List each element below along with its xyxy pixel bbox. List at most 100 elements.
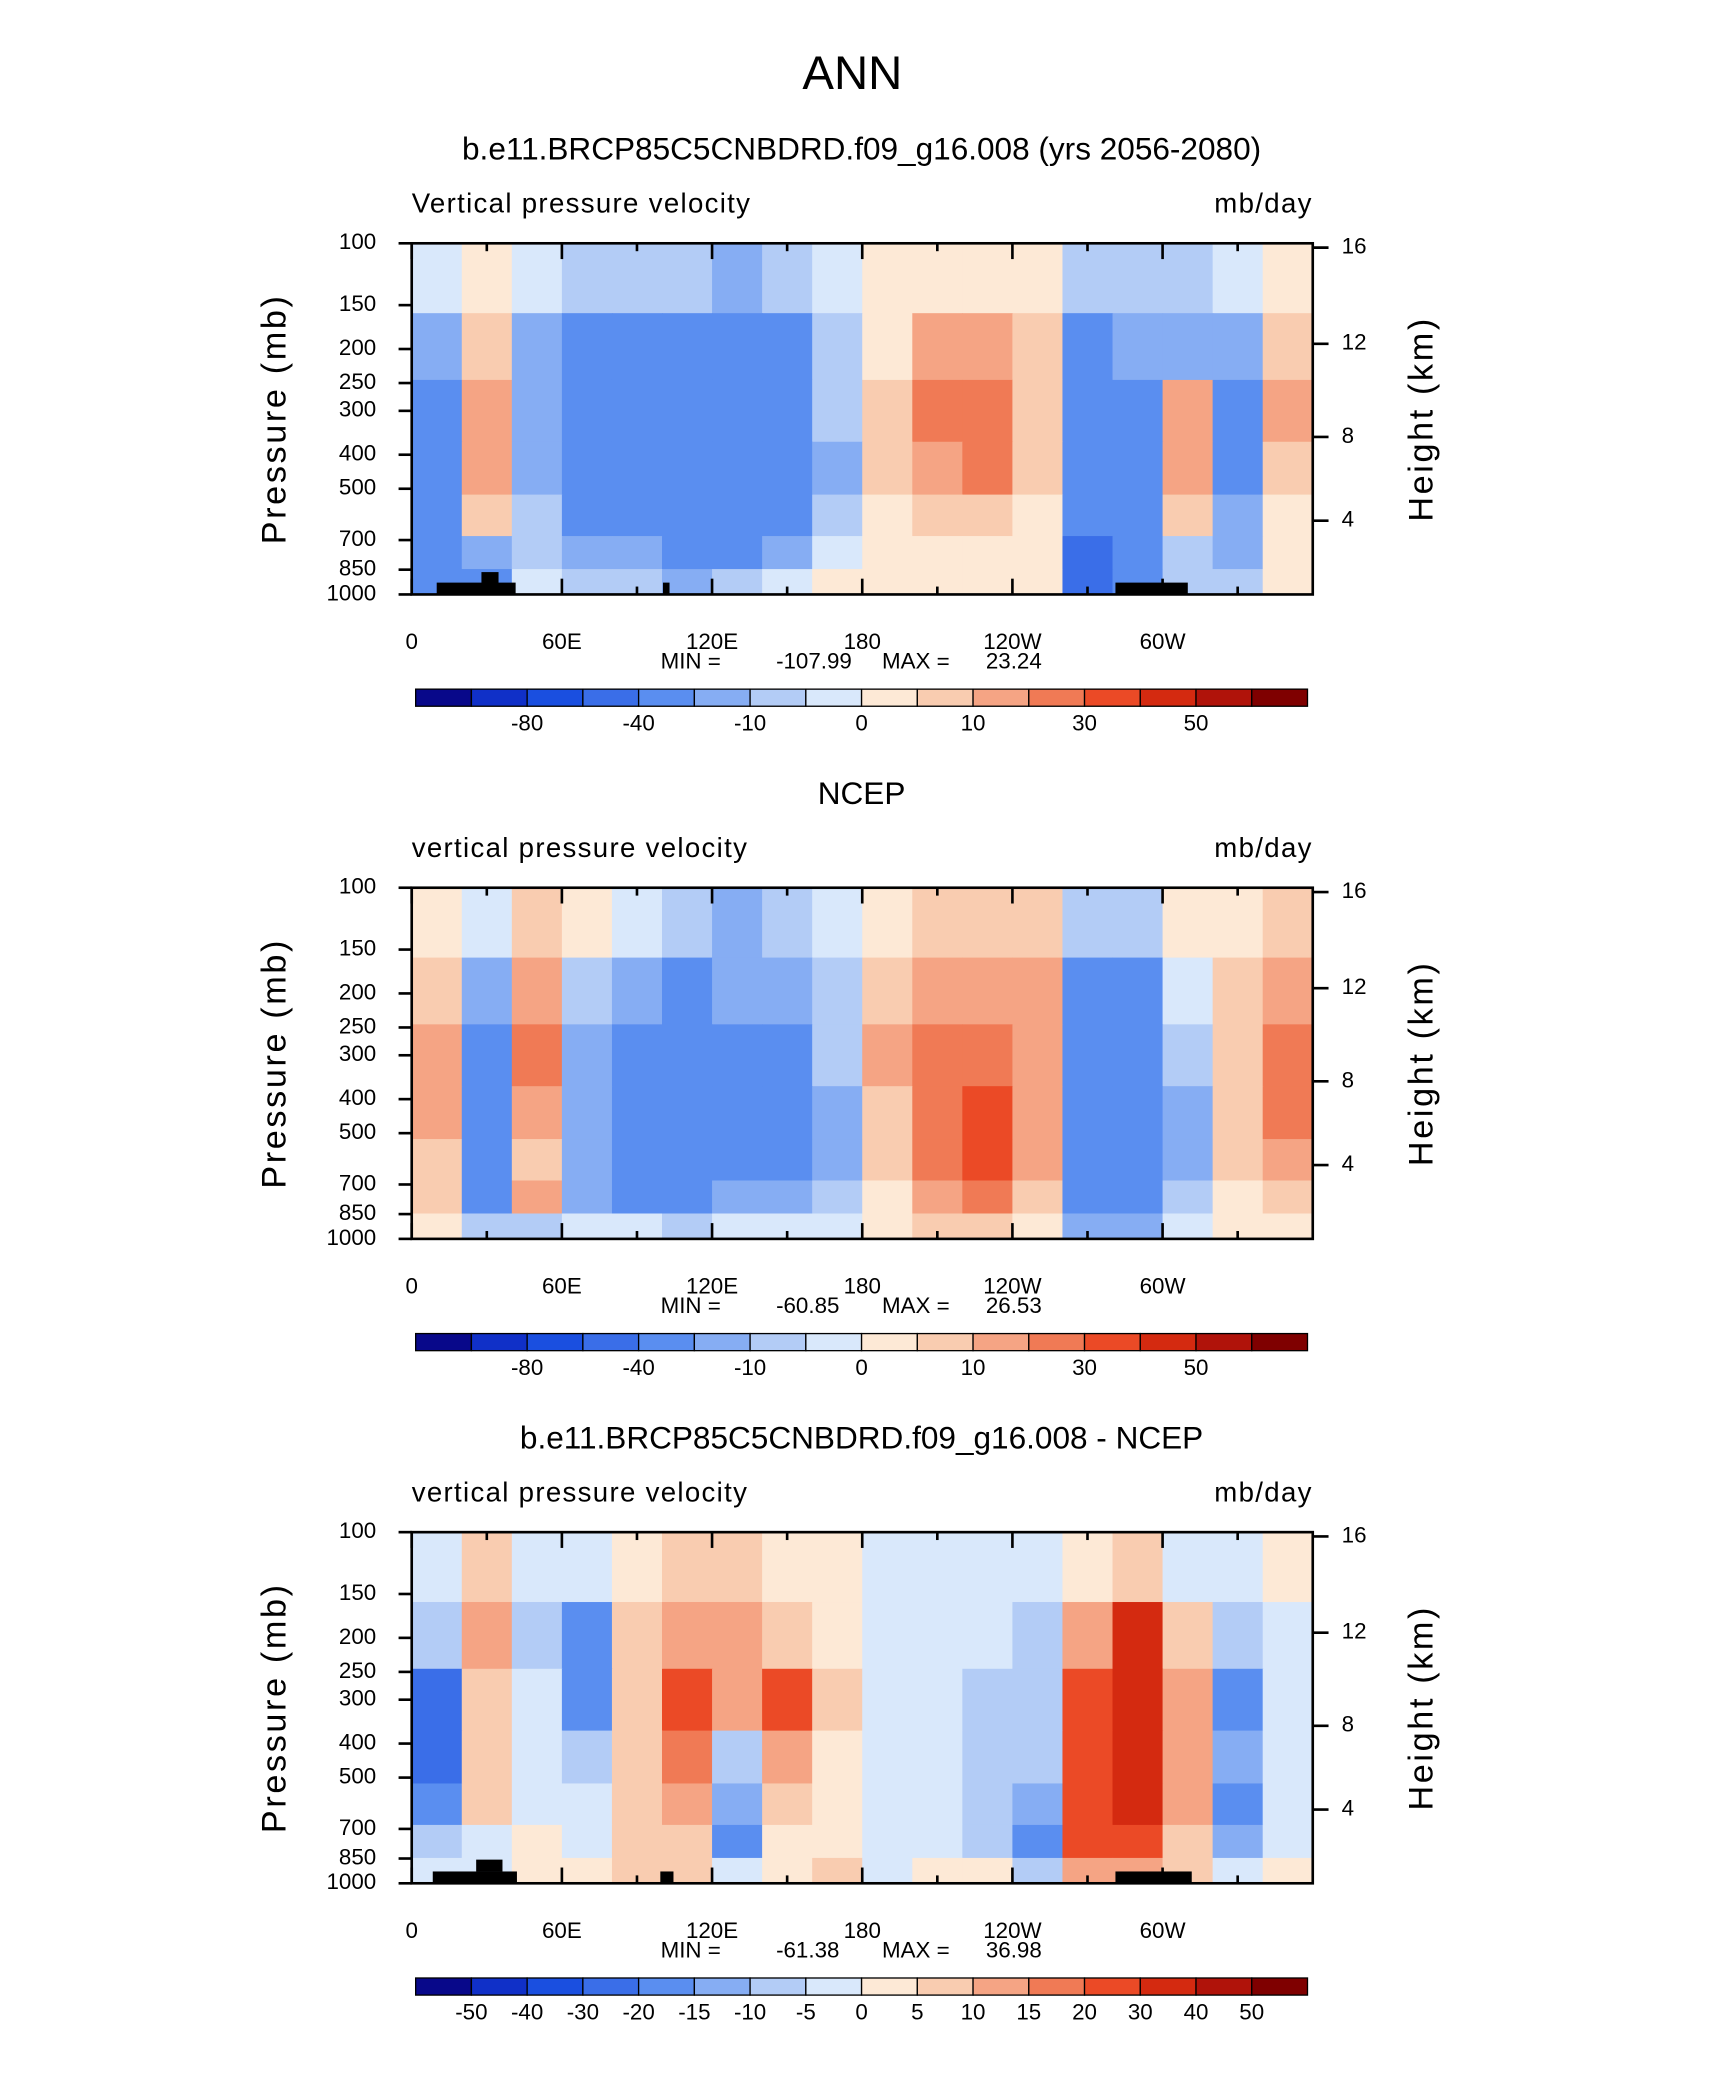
field-cell bbox=[411, 1180, 463, 1215]
field-cell bbox=[662, 957, 713, 1026]
colorbar-box bbox=[526, 1977, 584, 1996]
field-cell bbox=[1012, 1532, 1064, 1603]
field-cell bbox=[762, 243, 813, 314]
field-cell bbox=[662, 1532, 713, 1603]
y-tick-label: 250 bbox=[339, 1013, 376, 1038]
max-value: 36.98 bbox=[986, 1938, 1042, 1963]
field-cell bbox=[1162, 536, 1214, 570]
field-cell bbox=[461, 1730, 513, 1785]
field-cell bbox=[862, 1824, 913, 1859]
colorbar-label: 0 bbox=[855, 711, 867, 736]
field-cell bbox=[812, 569, 863, 596]
field-cell bbox=[1012, 569, 1064, 596]
min-label: MIN = bbox=[661, 1938, 721, 1963]
colorbar-box bbox=[1028, 1332, 1086, 1352]
field-cell bbox=[1262, 957, 1314, 1026]
panel-field bbox=[411, 1532, 1314, 1884]
field-cell bbox=[511, 569, 563, 596]
field-cell bbox=[662, 494, 713, 537]
field-cell bbox=[862, 379, 913, 443]
field-cell bbox=[812, 887, 863, 959]
field-cell bbox=[561, 1086, 613, 1140]
field-cell bbox=[561, 569, 613, 596]
field-cell bbox=[1212, 313, 1264, 381]
field-cell bbox=[662, 1086, 713, 1140]
field-cell bbox=[712, 1180, 763, 1215]
field-cell bbox=[712, 1213, 763, 1240]
colorbar-label: 50 bbox=[1184, 1355, 1209, 1380]
colorbar-label: 20 bbox=[1072, 1999, 1097, 2024]
y-tick-label: 700 bbox=[339, 1170, 376, 1195]
field-cell bbox=[511, 1532, 563, 1603]
y2-tick-label: 16 bbox=[1342, 234, 1367, 259]
field-cell bbox=[461, 379, 513, 443]
field-cell bbox=[1112, 536, 1164, 570]
field-cell bbox=[611, 1024, 663, 1087]
field-cell bbox=[962, 1213, 1014, 1240]
x-tick-label: 120W bbox=[983, 1273, 1042, 1298]
field-cell bbox=[812, 1532, 863, 1603]
colorbar-label: -30 bbox=[567, 1999, 599, 2024]
field-cell bbox=[461, 957, 513, 1026]
colorbar-box bbox=[582, 1332, 640, 1352]
field-cell bbox=[1212, 1180, 1264, 1215]
field-cell bbox=[862, 569, 913, 596]
field-cell bbox=[1212, 441, 1264, 496]
colorbar-label: 30 bbox=[1128, 1999, 1153, 2024]
colorbar-box bbox=[916, 1332, 974, 1352]
y-tick-label: 200 bbox=[339, 335, 376, 360]
field-cell bbox=[662, 1139, 713, 1182]
y-tick-label: 150 bbox=[339, 935, 376, 960]
field-cell bbox=[461, 1532, 513, 1603]
field-cell bbox=[1112, 1824, 1164, 1859]
field-cell bbox=[411, 243, 463, 314]
field-cell bbox=[962, 243, 1014, 314]
field-cell bbox=[561, 379, 613, 443]
field-cell bbox=[1212, 1139, 1264, 1182]
colorbar-box bbox=[693, 1977, 751, 1996]
min-label: MIN = bbox=[661, 649, 721, 674]
field-cell bbox=[1262, 243, 1314, 314]
field-cell bbox=[1012, 957, 1064, 1026]
colorbar-box bbox=[1195, 688, 1253, 707]
field-cell bbox=[511, 1139, 563, 1182]
figure-title: ANN bbox=[802, 47, 902, 100]
x-tick-label: 60E bbox=[542, 1918, 582, 1943]
min-label: MIN = bbox=[661, 1293, 721, 1318]
colorbar-box bbox=[582, 688, 640, 707]
y-axis-label: Pressure (mb) bbox=[255, 294, 293, 545]
field-cell bbox=[411, 1668, 463, 1732]
field-cell bbox=[561, 1213, 613, 1240]
y2-tick-label: 12 bbox=[1342, 974, 1367, 999]
y2-tick-label: 8 bbox=[1342, 1067, 1354, 1092]
y-tick-label: 250 bbox=[339, 1658, 376, 1683]
colorbar-label: 10 bbox=[961, 711, 986, 736]
x-tick-label: 120E bbox=[686, 1273, 738, 1298]
max-label: MAX = bbox=[882, 1293, 950, 1318]
max-value: 23.24 bbox=[986, 649, 1042, 674]
y-tick-label: 250 bbox=[339, 369, 376, 394]
colorbar-box bbox=[470, 1977, 528, 1996]
x-tick-label: 180 bbox=[844, 629, 881, 654]
field-cell bbox=[712, 1086, 763, 1140]
field-cell bbox=[1062, 1783, 1114, 1826]
field-cell bbox=[461, 441, 513, 496]
x-tick-label: 60E bbox=[542, 1273, 582, 1298]
field-cell bbox=[561, 494, 613, 537]
field-cell bbox=[862, 1783, 913, 1826]
field-cell bbox=[1012, 1783, 1064, 1826]
colorbar-box bbox=[1139, 1332, 1197, 1352]
field-cell bbox=[1162, 1139, 1214, 1182]
colorbar-box bbox=[749, 1332, 807, 1352]
colorbar-box bbox=[415, 1977, 473, 1996]
left-label: vertical pressure velocity bbox=[412, 1476, 749, 1507]
field-cell bbox=[1162, 494, 1214, 537]
field-cell bbox=[712, 1857, 763, 1884]
field-cell bbox=[1062, 441, 1114, 496]
field-cell bbox=[812, 243, 863, 314]
field-cell bbox=[461, 494, 513, 537]
field-cell bbox=[1262, 1024, 1314, 1087]
field-cell bbox=[411, 441, 463, 496]
field-cell bbox=[912, 313, 964, 381]
colorbar-box bbox=[693, 688, 751, 707]
